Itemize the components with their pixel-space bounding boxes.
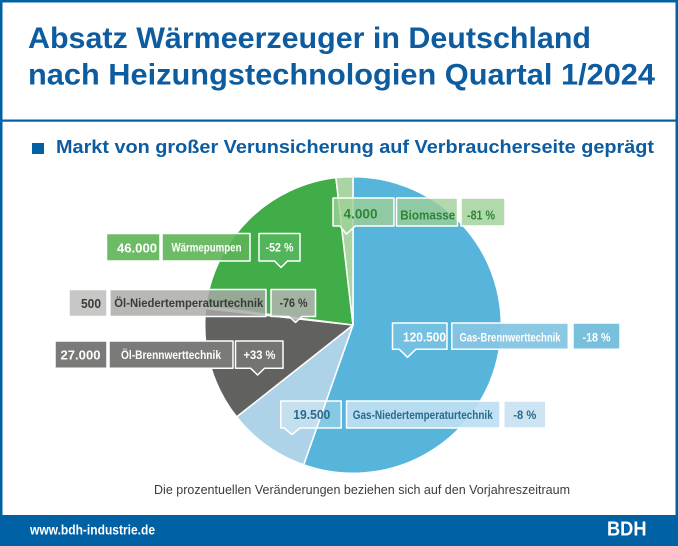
svg-text:-76 %: -76 % — [280, 298, 308, 310]
svg-text:www.bdh-industrie.de: www.bdh-industrie.de — [29, 523, 155, 538]
svg-text:500: 500 — [81, 297, 101, 311]
svg-text:46.000: 46.000 — [117, 241, 157, 255]
svg-text:BDH: BDH — [607, 518, 647, 541]
svg-text:-8 %: -8 % — [513, 410, 536, 422]
svg-text:Markt von großer Verunsicherun: Markt von großer Verunsicherung auf Verb… — [56, 137, 654, 157]
svg-text:Biomasse: Biomasse — [400, 207, 455, 222]
svg-text:4.000: 4.000 — [344, 207, 378, 222]
svg-text:-52 %: -52 % — [266, 243, 294, 255]
svg-text:Die prozentuellen Veränderunge: Die prozentuellen Veränderungen beziehen… — [154, 483, 570, 497]
svg-text:Absatz Wärmeerzeuger in Deutsc: Absatz Wärmeerzeuger in Deutschland — [28, 22, 591, 55]
svg-text:Gas-Niedertemperaturtechnik: Gas-Niedertemperaturtechnik — [353, 408, 493, 422]
svg-text:Öl-Brennwerttechnik: Öl-Brennwerttechnik — [121, 347, 221, 362]
svg-text:Wärmepumpen: Wärmepumpen — [172, 241, 242, 255]
svg-text:19.500: 19.500 — [293, 408, 330, 422]
svg-text:120.500: 120.500 — [403, 331, 446, 345]
svg-text:Gas-Brennwerttechnik: Gas-Brennwerttechnik — [460, 330, 561, 344]
svg-text:-18 %: -18 % — [583, 332, 611, 344]
svg-text:nach Heizungstechnologien Quar: nach Heizungstechnologien Quartal 1/2024 — [28, 59, 656, 92]
svg-text:27.000: 27.000 — [61, 348, 101, 362]
svg-text:-81 %: -81 % — [467, 207, 495, 222]
svg-text:+33 %: +33 % — [244, 350, 276, 362]
svg-text:Öl-Niedertemperaturtechnik: Öl-Niedertemperaturtechnik — [114, 295, 263, 310]
